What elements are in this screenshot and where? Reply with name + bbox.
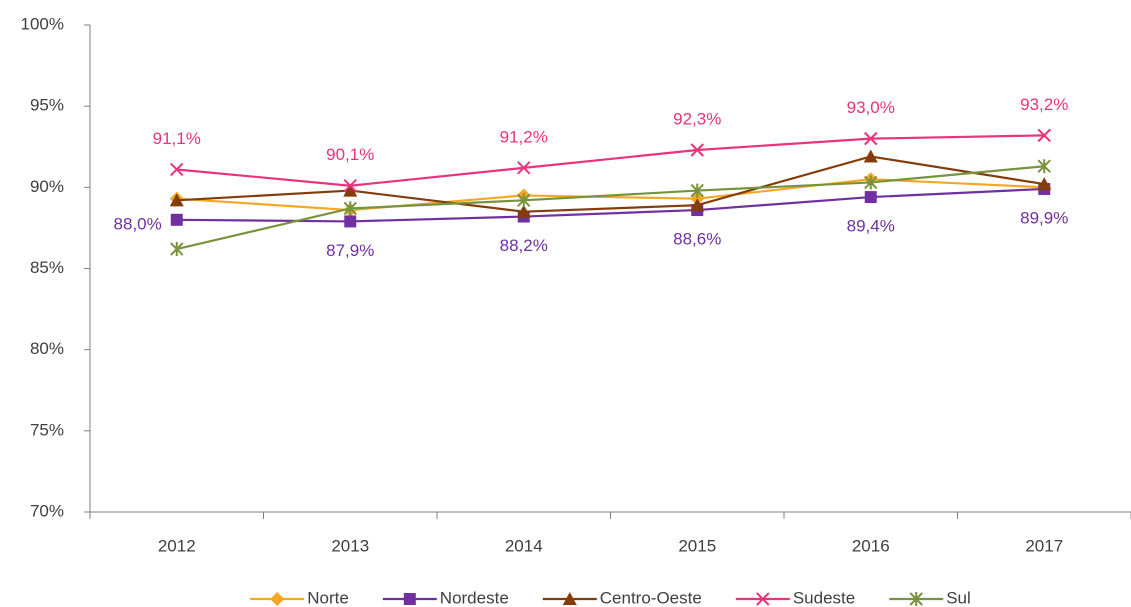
marker-shape [1037,177,1052,191]
marker-shape [344,215,357,228]
series-line [176,155,1045,213]
data-label: 88,0% [114,214,162,233]
marker-shape [1037,159,1051,174]
data-label: 89,4% [847,217,895,236]
y-tick-label: 90% [30,177,64,196]
marker [343,201,357,216]
marker-shape [270,592,285,606]
marker-shape [864,175,878,190]
marker-shape [516,204,531,218]
marker [343,183,358,197]
y-tick-label: 85% [30,258,64,277]
marker-shape [864,131,878,146]
data-label: 92,3% [673,109,721,128]
marker [1037,159,1051,174]
marker [170,242,184,257]
data-label: 93,2% [1020,95,1068,114]
data-label: 91,2% [500,127,548,146]
legend-label: Centro-Oeste [600,588,702,607]
marker [403,593,416,605]
marker [690,143,704,157]
marker-shape [517,161,531,175]
marker-shape [343,183,358,197]
marker-shape [1037,128,1051,143]
x-tick-label: 2017 [1025,536,1063,555]
marker [343,179,357,193]
marker [863,149,878,163]
y-tick-label: 70% [30,501,64,520]
data-label: 88,6% [673,230,721,249]
marker [170,162,184,177]
data-label: 88,2% [500,236,548,255]
marker-shape [343,179,357,193]
data-label: 87,9% [326,241,374,260]
legend-item: Norte [250,588,349,607]
marker [517,161,531,175]
legend-item: Centro-Oeste [542,588,702,607]
marker [690,198,705,212]
series-line [176,134,1045,187]
y-tick-label: 100% [21,14,64,33]
data-label: 89,9% [1020,208,1068,227]
marker-shape [170,162,184,177]
marker-shape [909,592,923,606]
marker [864,131,878,146]
marker [1037,128,1051,143]
marker [1037,177,1052,191]
series-line [176,187,1045,223]
marker [270,592,285,606]
marker [909,592,923,606]
marker-shape [864,191,877,204]
data-label: 90,1% [326,145,374,164]
y-tick-label: 95% [30,96,64,115]
marker-shape [690,198,705,212]
marker-shape [169,193,184,207]
legend-label: Sudeste [793,588,855,607]
marker [517,193,531,208]
legend-item: Sul [889,588,971,607]
marker-shape [170,242,184,257]
y-tick-label: 75% [30,420,64,439]
marker-shape [756,592,770,606]
marker [562,592,577,605]
y-tick-label: 80% [30,339,64,358]
legend-label: Nordeste [440,588,509,607]
data-label: 93,0% [847,98,895,117]
marker [864,175,878,190]
data-label: 91,1% [153,129,201,148]
marker-shape [863,149,878,163]
x-tick-label: 2016 [852,536,890,555]
marker-shape [403,593,416,605]
marker [170,213,183,226]
x-tick-label: 2012 [158,536,196,555]
marker-shape [690,143,704,157]
marker [690,183,704,198]
marker [864,191,877,204]
marker-shape [517,193,531,208]
marker [344,215,357,228]
marker [169,193,184,207]
legend: Norte Nordeste Centro-Oeste Sudeste Sul [250,588,971,607]
legend-item: Sudeste [735,588,855,607]
marker-shape [170,213,183,226]
marker [756,592,770,606]
legend-item: Nordeste [382,588,509,607]
marker-shape [343,201,357,216]
marker [516,204,531,218]
marker-shape [690,183,704,198]
legend-label: Norte [307,588,349,607]
series-line [176,165,1045,251]
x-tick-label: 2014 [505,536,543,555]
marker-shape [562,592,577,605]
legend-label: Sul [946,588,971,607]
x-tick-label: 2013 [331,536,369,555]
x-tick-label: 2015 [678,536,716,555]
